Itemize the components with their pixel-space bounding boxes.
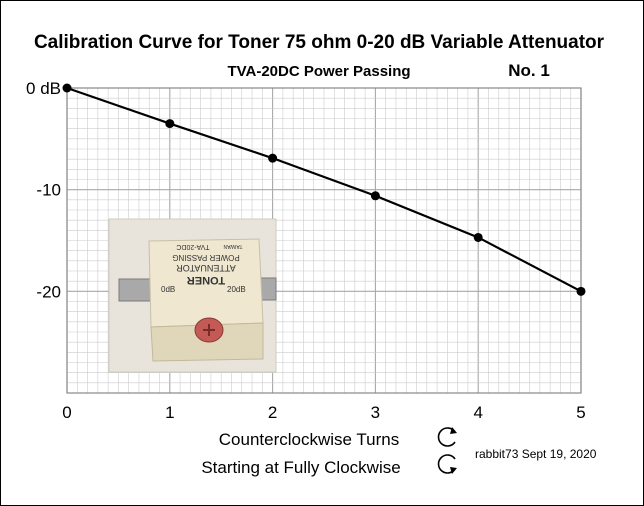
y-tick-label: 0 dB: [26, 79, 61, 98]
data-point: [268, 153, 278, 163]
y-tick-labels: 0 dB -10 -20: [26, 79, 61, 301]
x-tick-label: 5: [576, 403, 585, 422]
x-tick-label: 3: [371, 403, 380, 422]
series-1: [62, 83, 586, 296]
left-f-connector: [118, 278, 154, 302]
x-tick-label: 4: [473, 403, 482, 422]
photo-dial-label-0db: 0dB: [161, 285, 175, 294]
photo-label-line4: TVA-20DC: [176, 243, 209, 250]
data-point: [370, 191, 380, 201]
x-tick-label: 0: [62, 403, 71, 422]
xlabel-line1: Counterclockwise Turns: [219, 430, 399, 449]
product-photo: TONER ATTENUATOR POWER PASSING TVA-20DC …: [108, 218, 277, 373]
photo-label-line3: POWER PASSING: [172, 253, 239, 262]
data-point: [576, 286, 586, 296]
counterclockwise-arrow-icon: [437, 427, 457, 447]
y-tick-label: -20: [36, 282, 61, 301]
unit-number: No. 1: [508, 61, 550, 80]
data-point: [165, 119, 175, 129]
chart-title: Calibration Curve for Toner 75 ohm 0-20 …: [34, 32, 605, 53]
chart-subtitle: TVA-20DC Power Passing: [227, 63, 410, 80]
x-tick-label: 1: [165, 403, 174, 422]
photo-label-line5: TAIWAN: [223, 243, 242, 249]
data-point: [473, 232, 483, 242]
y-tick-label: -10: [36, 181, 61, 200]
data-point: [62, 83, 72, 93]
xlabel-line2: Starting at Fully Clockwise: [201, 458, 400, 477]
plot-border: [66, 87, 582, 394]
series-line: [66, 86, 582, 293]
x-tick-labels: 0 1 2 3 4 5: [62, 403, 585, 422]
credit-text: rabbit73 Sept 19, 2020: [475, 447, 597, 461]
photo-dial-label-20db: 20dB: [227, 285, 246, 294]
photo-label-brand: TONER: [187, 274, 225, 286]
x-tick-label: 2: [268, 403, 277, 422]
photo-label-line2: ATTENUATOR: [176, 263, 236, 273]
clockwise-arrow-icon: [437, 454, 457, 474]
